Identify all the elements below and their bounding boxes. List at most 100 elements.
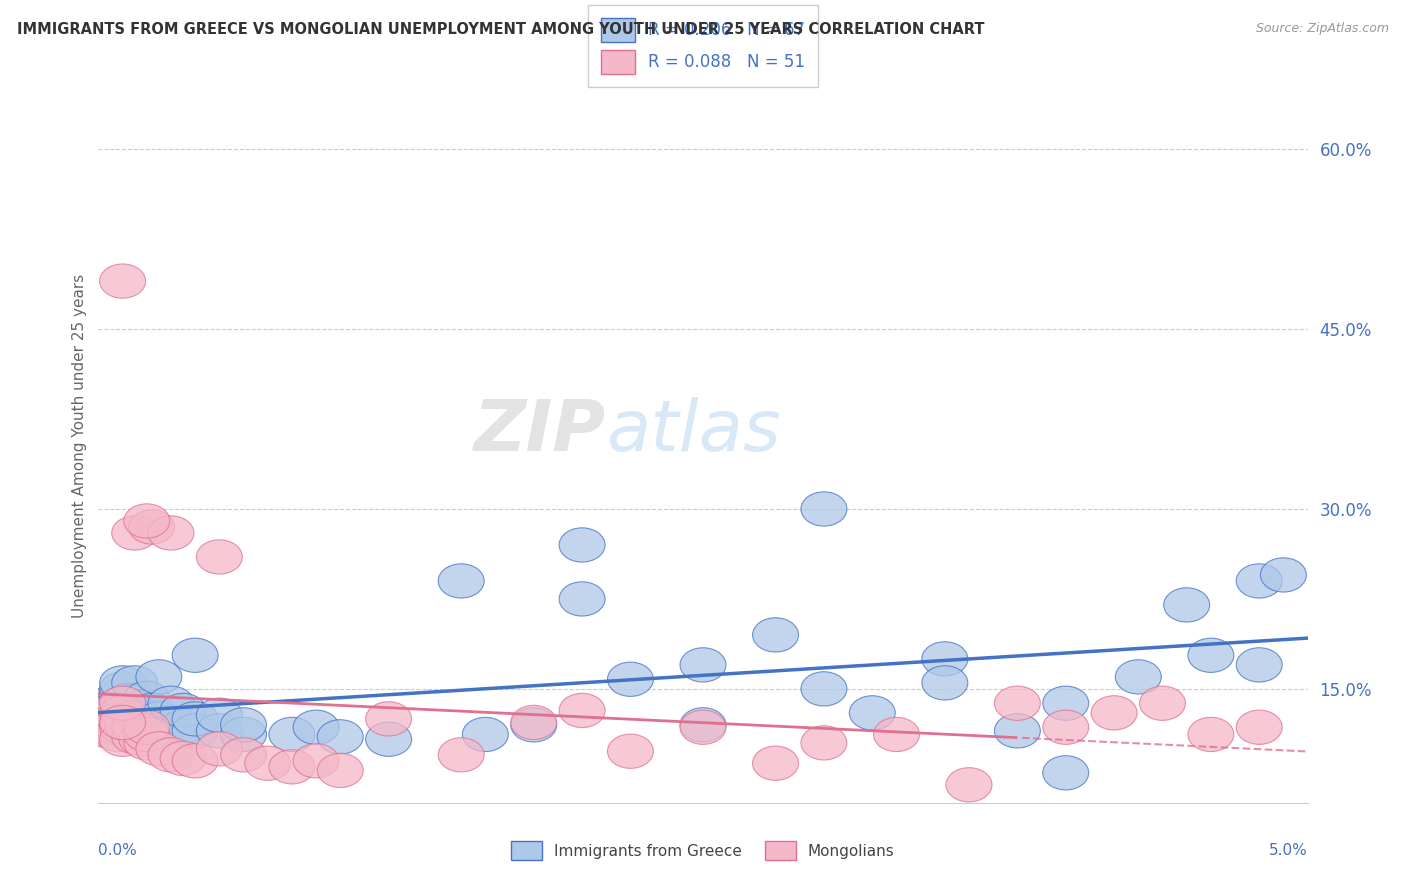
- Text: 0.0%: 0.0%: [98, 843, 138, 858]
- Ellipse shape: [292, 744, 339, 778]
- Ellipse shape: [1139, 686, 1185, 721]
- Ellipse shape: [104, 707, 150, 742]
- Ellipse shape: [197, 731, 242, 766]
- Ellipse shape: [111, 710, 157, 744]
- Ellipse shape: [1043, 756, 1088, 790]
- Ellipse shape: [148, 706, 194, 739]
- Ellipse shape: [100, 686, 146, 721]
- Legend: Immigrants from Greece, Mongolians: Immigrants from Greece, Mongolians: [505, 835, 901, 866]
- Ellipse shape: [439, 564, 484, 598]
- Ellipse shape: [510, 707, 557, 742]
- Ellipse shape: [83, 696, 129, 730]
- Ellipse shape: [922, 641, 967, 676]
- Ellipse shape: [946, 768, 993, 802]
- Ellipse shape: [136, 702, 181, 736]
- Ellipse shape: [100, 696, 146, 730]
- Ellipse shape: [439, 738, 484, 772]
- Text: Source: ZipAtlas.com: Source: ZipAtlas.com: [1256, 22, 1389, 36]
- Text: atlas: atlas: [606, 397, 780, 467]
- Ellipse shape: [100, 678, 146, 712]
- Ellipse shape: [1236, 564, 1282, 598]
- Ellipse shape: [172, 638, 218, 673]
- Ellipse shape: [292, 710, 339, 744]
- Ellipse shape: [510, 706, 557, 739]
- Ellipse shape: [111, 696, 157, 730]
- Ellipse shape: [801, 491, 846, 526]
- Ellipse shape: [148, 516, 194, 550]
- Ellipse shape: [1043, 710, 1088, 744]
- Ellipse shape: [136, 660, 181, 694]
- Ellipse shape: [93, 698, 138, 732]
- Ellipse shape: [120, 723, 165, 756]
- Ellipse shape: [124, 710, 170, 744]
- Ellipse shape: [681, 707, 725, 742]
- Ellipse shape: [120, 702, 165, 736]
- Ellipse shape: [100, 723, 146, 756]
- Ellipse shape: [221, 707, 267, 742]
- Ellipse shape: [681, 710, 725, 744]
- Ellipse shape: [1236, 710, 1282, 744]
- Ellipse shape: [172, 702, 218, 736]
- Ellipse shape: [160, 693, 207, 728]
- Ellipse shape: [752, 746, 799, 780]
- Ellipse shape: [1115, 660, 1161, 694]
- Ellipse shape: [124, 681, 170, 715]
- Ellipse shape: [124, 726, 170, 760]
- Ellipse shape: [172, 744, 218, 778]
- Ellipse shape: [560, 528, 605, 562]
- Y-axis label: Unemployment Among Youth under 25 years: Unemployment Among Youth under 25 years: [72, 274, 87, 618]
- Ellipse shape: [100, 665, 146, 700]
- Ellipse shape: [849, 696, 896, 730]
- Ellipse shape: [124, 707, 170, 742]
- Ellipse shape: [681, 648, 725, 682]
- Ellipse shape: [111, 684, 157, 718]
- Text: ZIP: ZIP: [474, 397, 606, 467]
- Ellipse shape: [104, 684, 150, 718]
- Ellipse shape: [269, 749, 315, 784]
- Ellipse shape: [87, 696, 134, 730]
- Ellipse shape: [801, 672, 846, 706]
- Ellipse shape: [269, 717, 315, 752]
- Text: 5.0%: 5.0%: [1268, 843, 1308, 858]
- Ellipse shape: [148, 738, 194, 772]
- Ellipse shape: [80, 690, 127, 724]
- Ellipse shape: [922, 665, 967, 700]
- Ellipse shape: [100, 686, 146, 721]
- Ellipse shape: [1188, 638, 1234, 673]
- Ellipse shape: [607, 662, 654, 697]
- Ellipse shape: [83, 707, 129, 742]
- Ellipse shape: [100, 696, 146, 730]
- Ellipse shape: [1188, 717, 1234, 752]
- Ellipse shape: [100, 706, 146, 739]
- Ellipse shape: [994, 714, 1040, 748]
- Ellipse shape: [97, 699, 143, 733]
- Ellipse shape: [463, 717, 509, 752]
- Ellipse shape: [90, 706, 136, 739]
- Ellipse shape: [100, 264, 146, 298]
- Ellipse shape: [197, 714, 242, 748]
- Ellipse shape: [136, 710, 181, 744]
- Ellipse shape: [607, 734, 654, 768]
- Ellipse shape: [1043, 686, 1088, 721]
- Ellipse shape: [94, 717, 141, 752]
- Ellipse shape: [197, 540, 242, 574]
- Ellipse shape: [100, 710, 146, 744]
- Ellipse shape: [111, 706, 157, 739]
- Ellipse shape: [801, 726, 846, 760]
- Ellipse shape: [100, 672, 146, 706]
- Ellipse shape: [86, 702, 131, 736]
- Ellipse shape: [120, 690, 165, 724]
- Ellipse shape: [129, 510, 174, 544]
- Ellipse shape: [104, 698, 150, 732]
- Ellipse shape: [86, 714, 131, 748]
- Ellipse shape: [124, 690, 170, 724]
- Ellipse shape: [90, 693, 136, 728]
- Ellipse shape: [1091, 696, 1137, 730]
- Ellipse shape: [124, 698, 170, 732]
- Ellipse shape: [160, 710, 207, 744]
- Ellipse shape: [93, 710, 138, 744]
- Ellipse shape: [111, 720, 157, 754]
- Ellipse shape: [124, 504, 170, 538]
- Ellipse shape: [366, 702, 412, 736]
- Ellipse shape: [752, 618, 799, 652]
